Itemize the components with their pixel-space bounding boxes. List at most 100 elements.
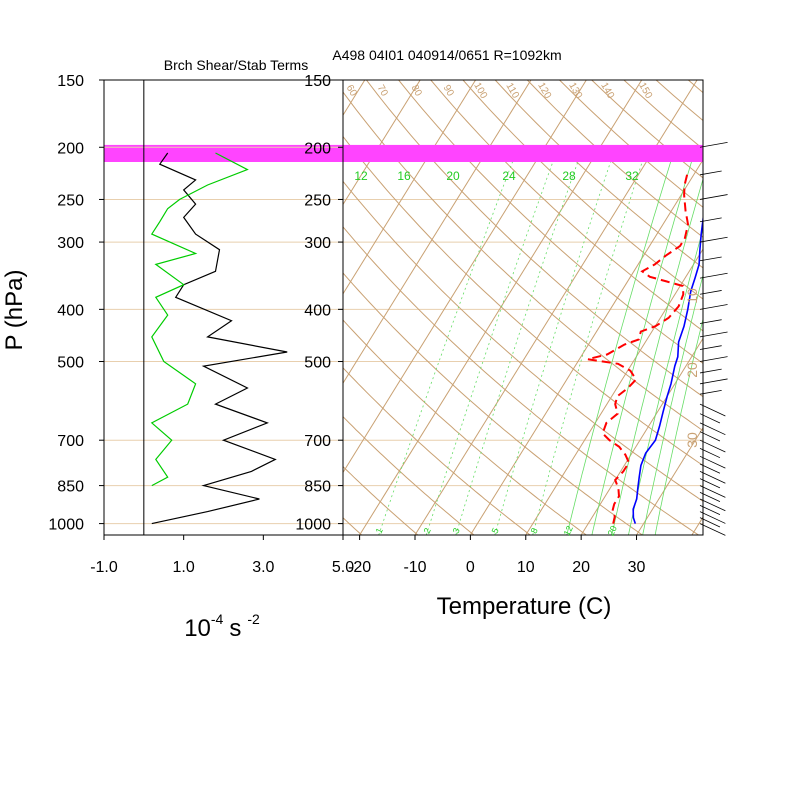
left-x-tick-label: 1.0 — [173, 559, 195, 576]
mixing-ratio-line — [566, 147, 676, 535]
right-x-tick-label: -20 — [348, 559, 371, 576]
wind-barb — [699, 413, 721, 424]
wind-barb — [699, 439, 726, 453]
right-y-tick-label: 400 — [304, 302, 331, 319]
y-axis-label: P (hPa) — [1, 270, 28, 351]
right-y-tick-label: 200 — [304, 140, 331, 157]
left-y-tick-label: 400 — [57, 302, 84, 319]
wind-barb — [699, 290, 722, 295]
mixing-ratio-line — [378, 147, 519, 535]
mixing-ratio-line — [642, 273, 703, 535]
mixing-ratio-line — [532, 147, 648, 535]
wind-barb — [699, 256, 722, 262]
dry-adiabat-line — [494, 80, 703, 269]
right-y-tick-label: 250 — [304, 192, 331, 209]
dry-adiabat-line — [343, 415, 475, 535]
wind-barb — [699, 304, 728, 310]
dry-adiabat-line — [430, 80, 703, 332]
left-y-tick-label: 500 — [57, 355, 84, 372]
wind-barb — [699, 478, 721, 489]
mixing-ratio-label: 28 — [562, 169, 576, 183]
dry-adiabat-line — [343, 272, 643, 535]
x-label-exp: -4 — [211, 611, 224, 627]
mixing-ratio-line — [494, 147, 616, 535]
mixing-ratio-lines — [378, 147, 703, 535]
left-chart-title: Brch Shear/Stab Terms — [164, 57, 308, 73]
right-highlight-band — [343, 144, 703, 162]
isotherm-line — [525, 248, 703, 535]
right-y-tick-label: 300 — [304, 235, 331, 252]
isotherm-line — [469, 158, 703, 535]
right-x-tick-label: 10 — [517, 559, 535, 576]
mixing-ratio-label: 20 — [446, 169, 460, 183]
wind-barb — [699, 455, 726, 469]
dry-adiabat-line — [343, 465, 419, 535]
right-y-ticks: 150 200 250 300 400 500 700 850 1000 — [295, 73, 343, 534]
left-x-tick-label: -1.0 — [90, 559, 118, 576]
wind-barb — [699, 217, 722, 223]
right-x-axis-label: Temperature (C) — [437, 593, 612, 620]
wind-barb — [699, 485, 726, 498]
wind-barb — [699, 389, 722, 395]
skewt-background — [343, 80, 703, 535]
left-x-tick-label: 3.0 — [252, 559, 274, 576]
side-scale-label: 10 — [684, 288, 700, 304]
wind-barbs — [699, 142, 728, 536]
mixing-ratio-label: 1 — [374, 526, 385, 535]
left-series-group — [150, 152, 288, 525]
mixing-ratio-label: 24 — [502, 169, 516, 183]
wind-barb — [699, 422, 726, 436]
dry-adiabat-line — [366, 80, 703, 398]
mixing-ratio-label: 20 — [606, 524, 619, 537]
left-y-tick-label: 1000 — [48, 517, 84, 534]
mixing-ratio-line — [591, 147, 697, 535]
right-x-tick-label: 30 — [628, 559, 646, 576]
mixing-ratio-line — [654, 317, 703, 535]
wind-barb — [699, 345, 722, 350]
dry-adiabat-line — [343, 319, 587, 535]
wind-barb — [699, 170, 722, 176]
wind-barb — [699, 142, 728, 148]
left-y-tick-label: 250 — [57, 192, 84, 209]
wind-barb — [699, 492, 721, 503]
mixing-ratio-label: 5 — [490, 526, 501, 535]
left-x-ticks: -1.0 1.0 3.0 5.0 — [90, 535, 354, 576]
wind-barb — [699, 194, 728, 200]
dry-adiabat-line — [343, 180, 703, 502]
mixing-ratio-label: 16 — [397, 169, 411, 183]
left-x-tick-label: 5.0 — [332, 559, 354, 576]
wind-barb — [699, 431, 721, 442]
wind-barb — [699, 471, 726, 484]
isotherm-label: 90 — [441, 83, 456, 99]
left-y-tick-label: 300 — [57, 235, 84, 252]
left-y-tick-label: 850 — [57, 479, 84, 496]
right-x-ticks: -20 -10 0 10 20 30 — [348, 535, 646, 576]
right-plot-frame — [342, 79, 704, 536]
sounding-line-2 — [587, 174, 690, 524]
left-y-tick-label: 700 — [57, 433, 84, 450]
wind-barb — [699, 504, 721, 516]
mixing-ratio-label: 12 — [562, 524, 575, 537]
wind-barb — [699, 368, 722, 374]
isotherm-label: 70 — [375, 83, 390, 99]
mixing-ratio-label: 12 — [354, 169, 368, 183]
right-chart-title: A498 04I01 040914/0651 R=1092km — [332, 47, 561, 63]
wind-barb — [699, 511, 726, 524]
mixing-ratio-label: 8 — [529, 526, 540, 535]
mixing-ratio-line — [455, 147, 584, 535]
left-series-line-1 — [151, 152, 288, 525]
wind-barb — [699, 498, 726, 512]
dry-adiabat-line — [398, 80, 703, 364]
dry-adiabat-line — [462, 80, 703, 300]
mixing-ratio-line — [425, 147, 559, 535]
x-label-unit: s — [229, 615, 241, 642]
wind-barb — [699, 403, 726, 417]
right-y-tick-label: 850 — [304, 479, 331, 496]
right-series-group — [587, 174, 703, 524]
x-label-base: 10 — [184, 615, 211, 642]
wind-barb — [699, 236, 728, 243]
mixing-ratio-label: 3 — [451, 526, 462, 535]
dry-adiabat-line — [343, 367, 531, 535]
